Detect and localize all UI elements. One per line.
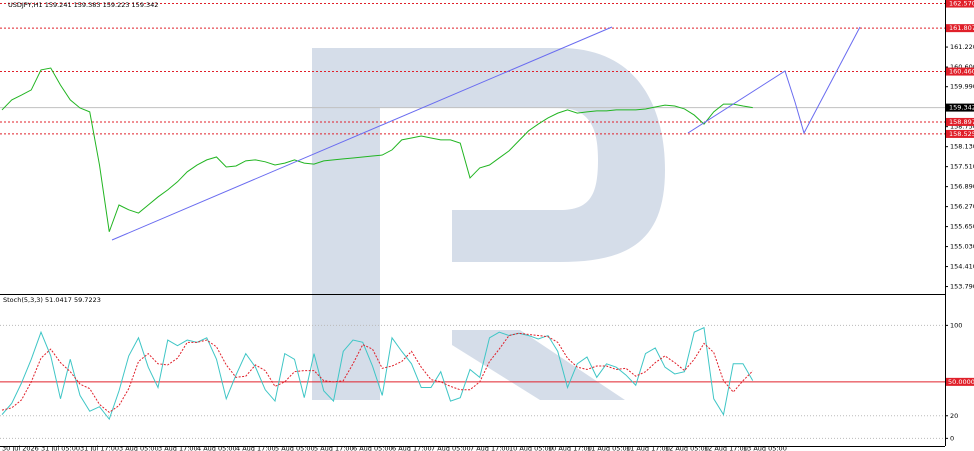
watermark — [312, 48, 665, 400]
level-label-box — [946, 0, 974, 8]
x-tick-label: 7 Aug 17:00 — [470, 445, 510, 451]
y-tick-label: 0 — [950, 434, 954, 442]
level-label-box — [946, 129, 974, 138]
x-tick-label: 10 Aug 17:00 — [548, 445, 592, 451]
x-tick-label: 3 Aug 17:00 — [158, 445, 198, 451]
x-tick-label: 4 Aug 17:00 — [236, 445, 276, 451]
chart-title: USDJPY,H1 159.241 159.383 159.223 159.34… — [8, 1, 158, 9]
y-tick-label: 159.990 — [950, 83, 974, 91]
y-tick-label: 155.650 — [950, 223, 974, 231]
y-tick-label: 153.790 — [950, 283, 974, 291]
y-tick-label: 100 — [950, 321, 962, 329]
level-label-box — [946, 24, 974, 33]
price-panel: 161.220 160.600 159.990 158.750 158.130 157.5… — [0, 0, 974, 291]
y-tick-label: 154.410 — [950, 263, 974, 271]
x-tick-label: 5 Aug 17:00 — [314, 445, 354, 451]
line-series — [1, 67, 753, 232]
y-tick-label: 160.600 — [950, 63, 974, 71]
signal-label-box — [946, 377, 974, 386]
x-tick-label: 30 Jul 2026 — [2, 445, 39, 451]
last-price-box — [946, 103, 974, 112]
level-label: 161.807 — [949, 24, 974, 32]
x-tick-label: 31 Jul 05:00 — [41, 445, 80, 451]
x-tick-label: 6 Aug 17:00 — [392, 445, 432, 451]
x-tick-label: 3 Aug 05:00 — [119, 445, 159, 451]
x-tick-label: 7 Aug 05:00 — [431, 445, 471, 451]
level-label: 158.525 — [949, 130, 974, 138]
forecast-drawing — [111, 26, 861, 241]
signal-label: 50.0000 — [948, 378, 974, 386]
x-tick-label: 4 Aug 05:00 — [197, 445, 237, 451]
y-tick-label: 155.030 — [950, 243, 974, 251]
level-label: 158.897 — [949, 118, 974, 126]
y-tick-label: 158.130 — [950, 143, 974, 151]
y-tick-label: 161.220 — [950, 43, 974, 51]
x-tick-label: 10 Aug 05:00 — [509, 445, 553, 451]
y-tick-label: 157.510 — [950, 163, 974, 171]
y-tick-label: 20 — [950, 412, 958, 420]
x-tick-label: 31 Jul 17:00 — [80, 445, 119, 451]
level-label-box — [946, 67, 974, 76]
x-tick-label: 12 Aug 05:00 — [665, 445, 709, 451]
x-tick-label: 12 Aug 17:00 — [704, 445, 748, 451]
y-tick-label: 156.270 — [950, 203, 974, 211]
stoch-panel: 100 20 0 50.0000 — [0, 321, 974, 442]
indicator-title: Stoch(5,3,3) 51.0417 59.7223 — [3, 296, 101, 304]
line-series — [1, 326, 754, 421]
line-series — [1, 332, 754, 413]
level-label: 160.460 — [949, 68, 974, 76]
x-tick-label: 6 Aug 05:00 — [353, 445, 393, 451]
x-tick-label: 5 Aug 05:00 — [275, 445, 315, 451]
last-price-label: 159.342 — [949, 104, 974, 112]
x-tick-label: 13 Aug 05:00 — [743, 445, 787, 451]
level-label-box — [946, 117, 974, 126]
x-tick-label: 11 Aug 05:00 — [587, 445, 631, 451]
x-tick-label: 11 Aug 17:00 — [626, 445, 670, 451]
y-tick-label: 156.890 — [950, 183, 974, 191]
level-label: 162.570 — [949, 0, 974, 8]
y-tick-label: 158.750 — [950, 123, 974, 131]
